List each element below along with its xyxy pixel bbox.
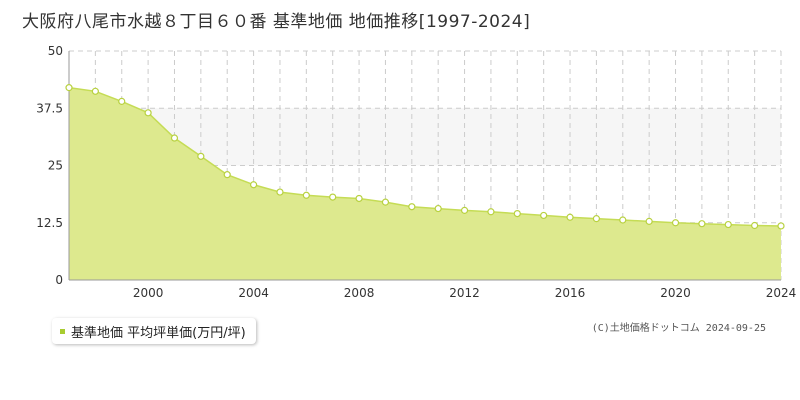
data-point (592, 215, 601, 223)
legend-label: 基準地価 平均坪単価(万円/坪) (71, 325, 246, 341)
data-point (249, 181, 258, 189)
y-tick-label: 37.5 (36, 101, 63, 115)
y-tick-label: 12.5 (36, 216, 63, 230)
price-line (68, 86, 782, 227)
data-point (513, 209, 521, 218)
data-point (118, 97, 126, 105)
x-tick-label: 2008 (344, 286, 375, 300)
copyright-text: (C)土地価格ドットコム 2024-09-25 (591, 323, 766, 334)
data-point (460, 206, 469, 214)
data-point (566, 213, 574, 221)
x-tick-label: 2020 (660, 286, 691, 300)
data-point (65, 84, 73, 92)
x-tick-label: 2024 (766, 286, 797, 300)
data-point (487, 208, 495, 216)
chart-title: 大阪府八尾市水越８丁目６０番 基準地価 地価推移[1997-2024] (22, 12, 531, 32)
data-point (724, 220, 732, 229)
data-point (408, 203, 416, 211)
data-point (777, 222, 785, 230)
x-tick-label: 2004 (238, 286, 269, 300)
y-tick-label: 50 (48, 44, 63, 58)
legend-swatch (60, 328, 65, 334)
data-point (355, 194, 363, 203)
y-tick-label: 25 (48, 159, 63, 173)
data-point (434, 204, 442, 213)
data-point (698, 220, 706, 228)
data-point (197, 152, 205, 160)
data-point (302, 191, 310, 199)
data-point (144, 109, 152, 117)
x-tick-label: 2000 (133, 286, 164, 300)
data-point (645, 217, 653, 225)
data-point (381, 198, 390, 206)
data-point (329, 193, 337, 201)
x-tick-label: 2012 (449, 286, 480, 300)
data-point (540, 211, 548, 220)
data-point (619, 216, 627, 224)
data-point (170, 134, 179, 142)
legend: 基準地価 平均坪単価(万円/坪) (52, 318, 256, 344)
x-tick-label: 2016 (555, 286, 586, 300)
price-area (69, 87, 781, 280)
data-point (276, 188, 284, 196)
data-point (91, 87, 99, 95)
data-point (223, 171, 231, 179)
data-markers (65, 84, 785, 230)
data-point (671, 219, 680, 227)
y-tick-label: 0 (55, 273, 63, 287)
data-point (751, 221, 759, 230)
y-tick-labels: 0 12.5 25 37.5 50 (36, 44, 63, 287)
x-tick-labels: 2000 2004 2008 2012 2016 2020 2024 (133, 286, 796, 300)
